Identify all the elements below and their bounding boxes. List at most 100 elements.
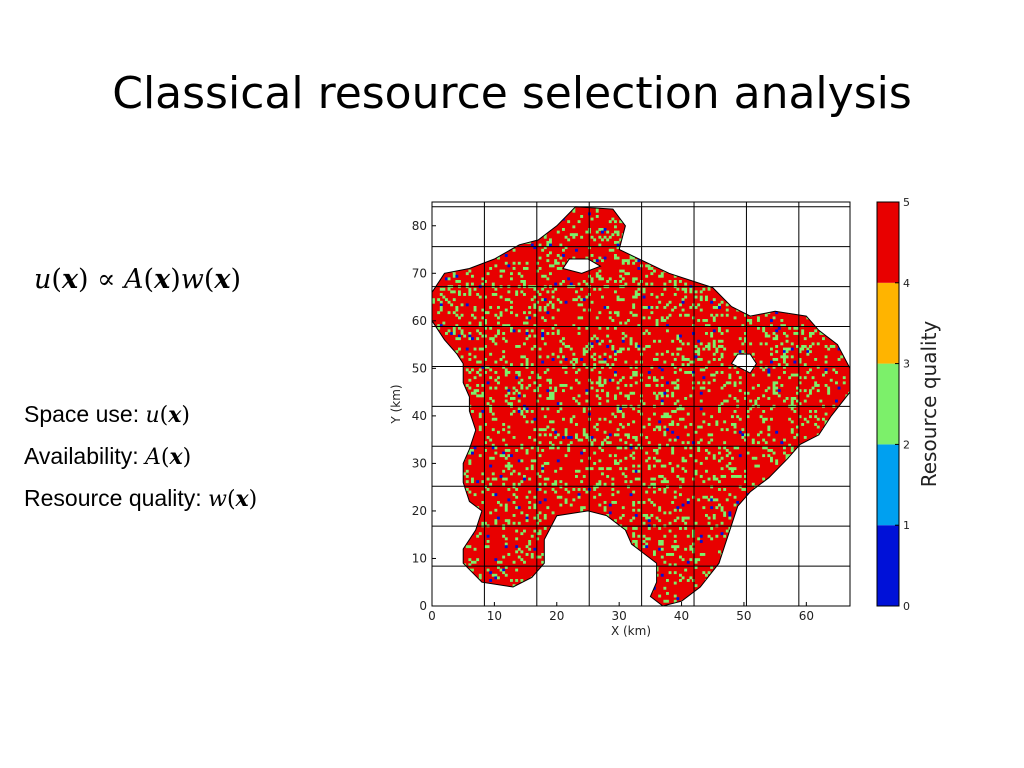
raster-cell	[585, 230, 589, 234]
raster-cell	[653, 456, 656, 460]
raster-cell	[460, 355, 464, 359]
raster-cell	[671, 446, 675, 450]
raster-cell	[608, 235, 612, 239]
raster-cell	[694, 469, 698, 473]
raster-cell	[601, 467, 604, 471]
raster-cell	[663, 319, 667, 322]
raster-cell	[507, 430, 511, 434]
raster-cell	[684, 397, 688, 400]
raster-cell	[816, 342, 820, 346]
raster-cell	[585, 326, 589, 330]
raster-cell	[699, 553, 703, 556]
raster-cell	[668, 280, 672, 283]
raster-cell	[673, 519, 677, 523]
raster-cell	[504, 339, 508, 343]
raster-cell	[585, 399, 589, 403]
raster-cell	[476, 480, 480, 484]
raster-cell	[736, 475, 740, 478]
raster-cell	[575, 475, 578, 478]
raster-cell	[572, 365, 576, 369]
raster-cell	[762, 477, 766, 481]
raster-cell	[517, 555, 521, 559]
raster-cell	[533, 506, 537, 510]
raster-cell	[473, 391, 477, 395]
raster-cell	[567, 446, 571, 450]
raster-cell	[606, 475, 610, 478]
raster-cell	[606, 436, 610, 439]
raster-cell	[770, 319, 773, 322]
raster-cell	[614, 454, 617, 458]
raster-cell	[520, 459, 524, 463]
raster-cell	[601, 238, 604, 242]
raster-cell	[673, 402, 677, 406]
raster-cell	[632, 407, 636, 411]
raster-cell	[575, 399, 578, 403]
raster-cell	[796, 433, 799, 437]
raster-cell	[637, 287, 641, 291]
raster-cell	[744, 337, 747, 341]
raster-cell	[770, 417, 773, 421]
raster-cell	[517, 381, 521, 385]
raster-cell	[491, 456, 495, 460]
raster-cell	[712, 319, 716, 322]
raster-cell	[523, 415, 526, 419]
raster-cell	[598, 402, 602, 406]
raster-cell	[733, 503, 737, 507]
raster-cell	[629, 365, 633, 369]
raster-cell	[775, 311, 779, 315]
raster-cell	[598, 482, 602, 486]
raster-cell	[559, 256, 563, 260]
raster-cell	[520, 579, 524, 582]
raster-cell	[507, 464, 511, 468]
raster-cell	[502, 451, 506, 455]
raster-cell	[614, 373, 617, 377]
raster-cell	[663, 415, 667, 419]
raster-cell	[577, 368, 581, 372]
raster-cell	[715, 347, 719, 351]
raster-cell	[637, 324, 641, 328]
raster-cell	[715, 306, 719, 309]
raster-cell	[603, 508, 607, 512]
raster-cell	[684, 287, 688, 291]
raster-cell	[647, 537, 651, 541]
raster-cell	[842, 376, 846, 380]
raster-cell	[616, 350, 620, 354]
raster-cell	[590, 254, 594, 257]
raster-cell	[814, 415, 818, 419]
raster-cell	[775, 391, 779, 395]
raster-cell	[689, 287, 693, 291]
raster-cell	[564, 358, 568, 361]
raster-cell	[658, 527, 662, 530]
raster-cell	[816, 417, 820, 421]
definition-resource-quality: Resource quality: w(x)	[24, 485, 258, 512]
raster-cell	[484, 521, 487, 525]
raster-cell	[614, 415, 617, 419]
raster-cell	[764, 313, 768, 317]
raster-cell	[484, 334, 487, 338]
raster-cell	[621, 277, 625, 281]
raster-cell	[616, 407, 620, 411]
raster-cell	[614, 519, 617, 523]
raster-cell	[515, 495, 519, 499]
raster-cell	[749, 399, 753, 403]
raster-cell	[536, 373, 539, 377]
raster-cell	[824, 384, 828, 387]
raster-cell	[455, 306, 459, 309]
raster-cell	[554, 490, 558, 494]
raster-cell	[624, 259, 628, 263]
raster-cell	[536, 516, 539, 520]
raster-cell	[707, 287, 711, 291]
raster-cell	[478, 360, 482, 364]
y-tick-label: 10	[412, 551, 427, 565]
raster-cell	[504, 449, 508, 452]
raster-cell	[658, 391, 662, 395]
raster-cell	[751, 441, 755, 445]
raster-cell	[585, 436, 589, 439]
raster-cell	[590, 443, 594, 447]
raster-cell	[499, 568, 503, 572]
raster-cell	[619, 391, 623, 395]
raster-cell	[489, 571, 493, 575]
raster-cell	[715, 423, 719, 426]
raster-cell	[692, 371, 695, 374]
x-tick-label: 30	[612, 609, 627, 623]
